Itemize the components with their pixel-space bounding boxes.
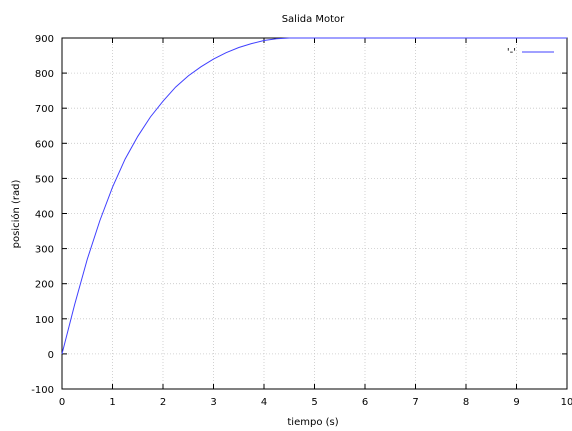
- x-tick-label: 6: [362, 397, 368, 408]
- y-tick-label: 200: [35, 280, 54, 291]
- x-tick-label: 2: [160, 397, 166, 408]
- x-tick-label: 4: [261, 397, 267, 408]
- legend-label: '-': [507, 47, 516, 58]
- y-tick-label: 400: [35, 210, 54, 221]
- y-axis-label: posición (rad): [10, 180, 22, 249]
- x-tick-label: 9: [513, 397, 519, 408]
- chart-title: Salida Motor: [282, 14, 345, 25]
- y-tick-label: 600: [35, 139, 54, 150]
- y-tick-label: 500: [35, 174, 54, 185]
- y-tick-label: 100: [35, 315, 54, 326]
- y-tick-label: 300: [35, 245, 54, 256]
- x-tick-label: 10: [561, 397, 572, 408]
- x-tick-label: 0: [59, 397, 65, 408]
- y-tick-label: 800: [35, 69, 54, 80]
- series-line: [61, 37, 567, 355]
- x-axis-label: tiempo (s): [287, 417, 338, 428]
- legend: '-': [507, 47, 554, 58]
- x-tick-label: 5: [311, 397, 317, 408]
- x-tick-label: 3: [210, 397, 216, 408]
- series-layer: [61, 37, 567, 355]
- grid: [62, 38, 567, 389]
- y-tick-label: 700: [35, 104, 54, 115]
- y-tick-label: -100: [31, 385, 54, 396]
- axis-ticks: 0 1 2 3 4 5 6 7 8 9 10 -100 0 100 200 300 400 500 600 700 80…: [31, 34, 572, 408]
- y-tick-label: 900: [35, 34, 54, 45]
- x-tick-label: 8: [463, 397, 469, 408]
- y-tick-label: 0: [48, 350, 54, 361]
- x-tick-label: 7: [412, 397, 418, 408]
- x-tick-label: 1: [109, 397, 115, 408]
